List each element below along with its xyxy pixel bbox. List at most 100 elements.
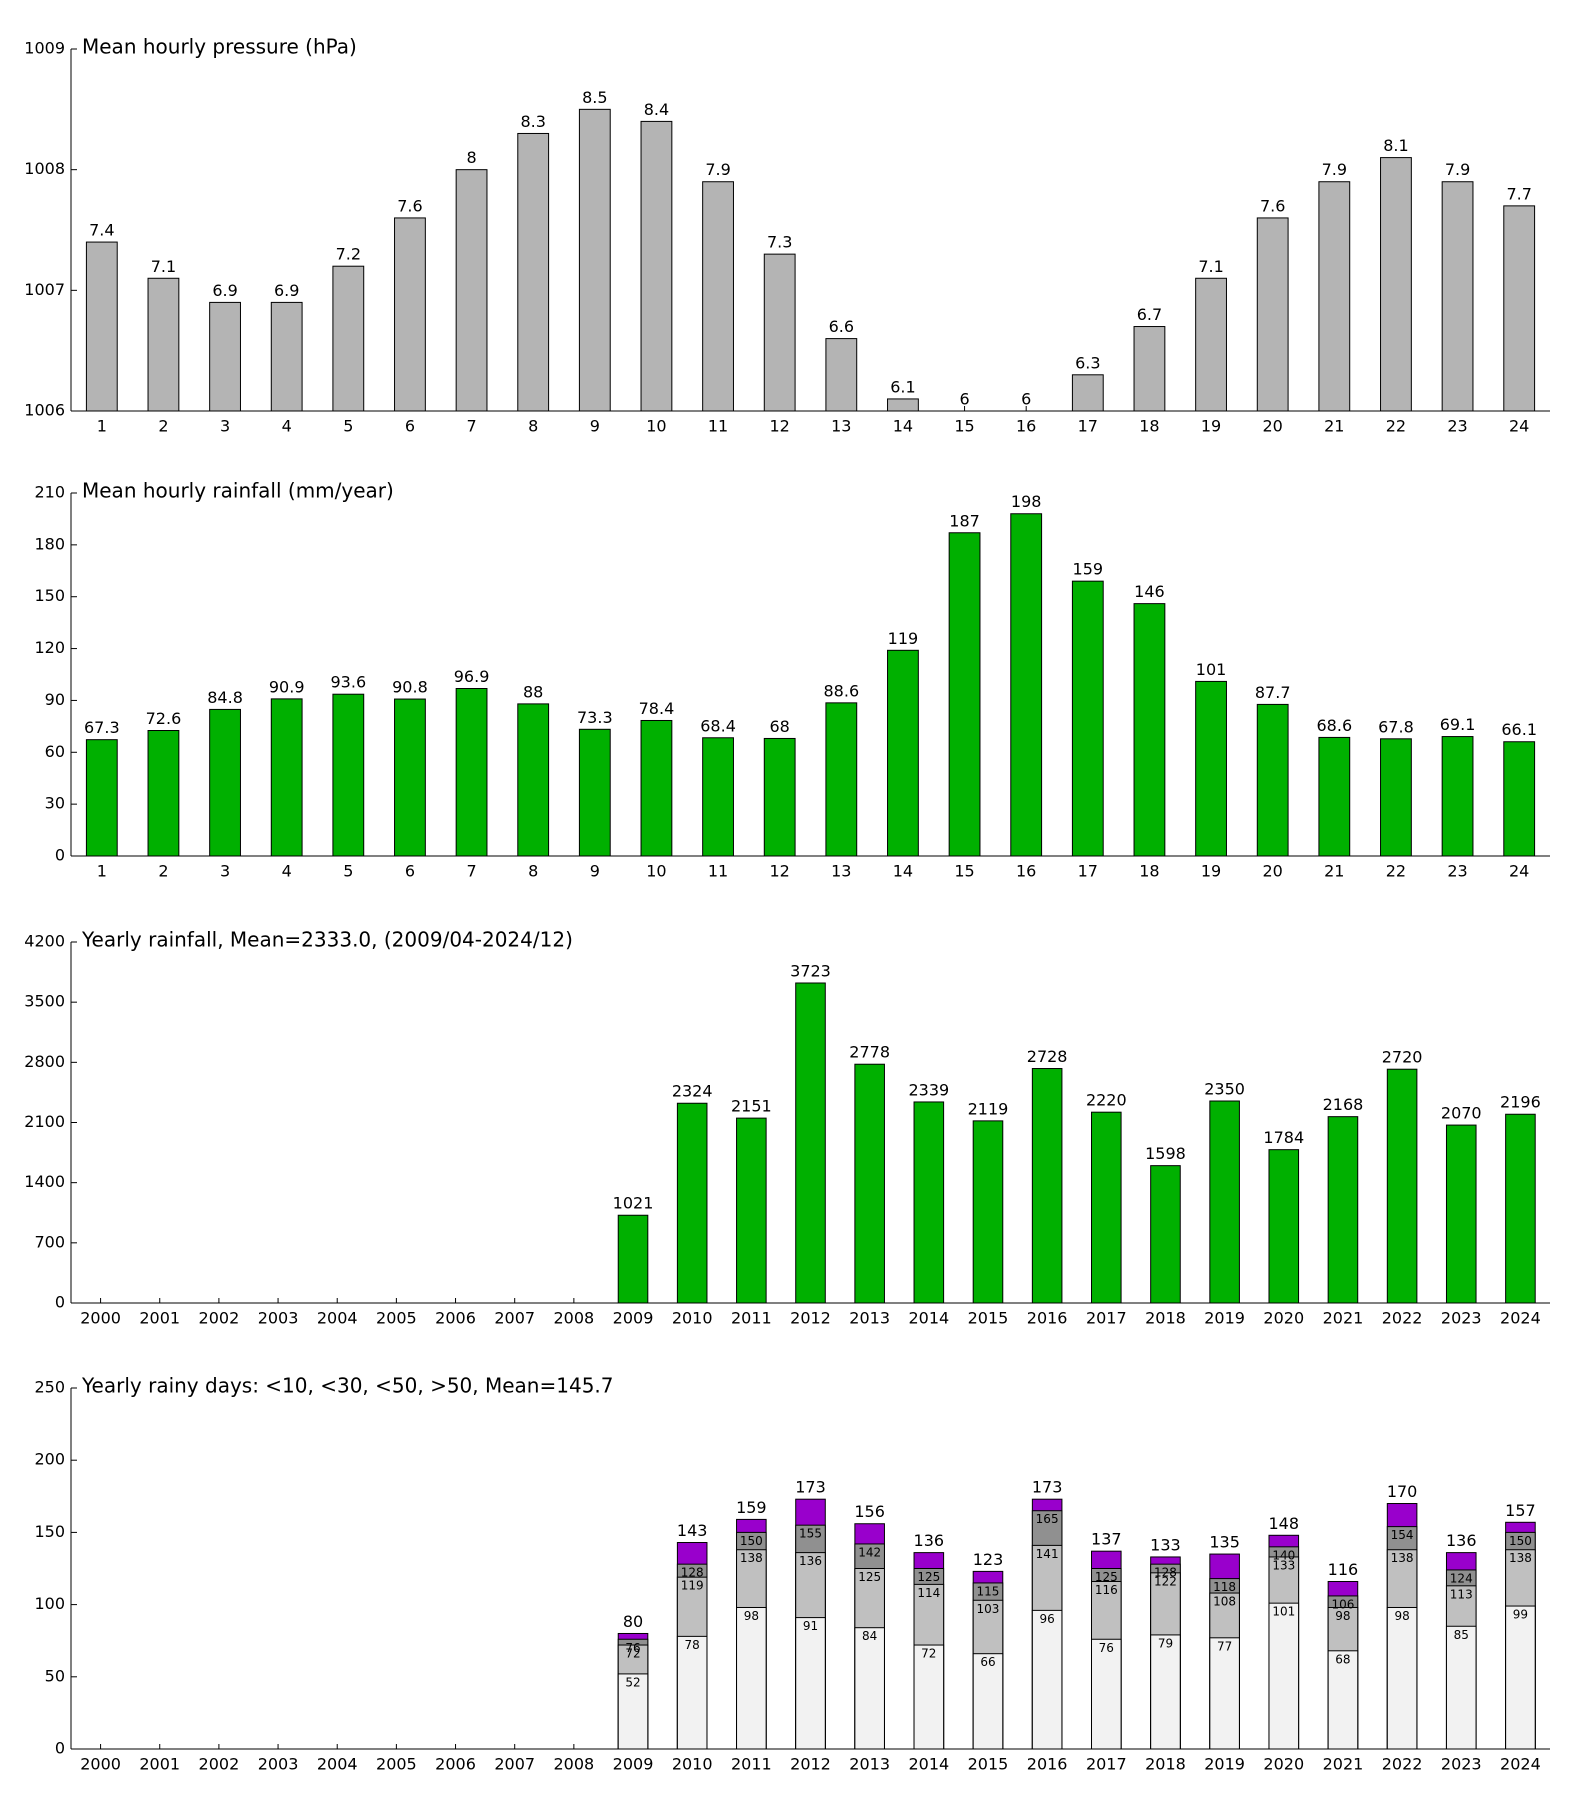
value-label: 7.9 [705,160,730,179]
x-tick-label: 2015 [968,1755,1009,1774]
value-label: 88 [523,682,543,701]
segment-label: 99 [1513,1608,1528,1622]
segment-label: 66 [980,1655,995,1669]
value-label: 72.6 [146,709,182,728]
value-label: 6.9 [212,281,237,300]
bar [1268,1149,1300,1304]
value-label: 2778 [849,1043,890,1062]
x-tick-label: 2011 [731,1309,772,1328]
x-tick-label: 6 [405,862,415,881]
segment-label: 103 [977,1602,1000,1616]
x-tick-label: 2020 [1263,1755,1304,1774]
segment-label: 78 [685,1638,700,1652]
x-tick-label: 2021 [1323,1755,1364,1774]
segment-label: 106 [1331,1597,1354,1611]
value-label: 156 [854,1502,885,1521]
bar-segment [1091,1638,1122,1750]
bar [209,708,241,857]
value-label: 116 [1328,1560,1359,1579]
value-label: 2070 [1441,1104,1482,1123]
bar-segment [1031,1609,1063,1750]
value-label: 7.7 [1506,184,1531,203]
y-tick-label: 150 [34,586,65,605]
x-tick-label: 17 [1078,862,1098,881]
x-tick-label: 2014 [908,1755,949,1774]
segment-label: 118 [1213,1580,1236,1594]
bar [1503,741,1536,857]
x-tick-label: 2018 [1145,1309,1186,1328]
x-tick-label: 18 [1139,417,1159,436]
value-label: 7.3 [767,233,792,252]
bar [270,698,303,857]
value-label: 137 [1091,1530,1122,1549]
bar [1327,1116,1359,1304]
value-label: 2728 [1027,1047,1068,1066]
bar [763,253,796,412]
segment-label: 115 [977,1584,1000,1598]
segment-label: 138 [1391,1551,1414,1565]
x-tick-label: 2016 [1027,1755,1068,1774]
x-tick-label: 2006 [435,1309,476,1328]
x-tick-label: 17 [1078,417,1098,436]
x-tick-label: 2008 [554,1309,595,1328]
value-label: 96.9 [454,667,490,686]
value-label: 80 [623,1612,643,1631]
value-label: 2720 [1382,1048,1423,1067]
value-label: 173 [1032,1478,1063,1497]
x-tick-label: 2 [158,862,168,881]
x-tick-label: 2 [158,417,168,436]
value-label: 69.1 [1440,715,1476,734]
x-tick-label: 4 [282,862,292,881]
x-tick-label: 1 [97,417,107,436]
segment-label: 138 [1509,1551,1532,1565]
bar [702,181,734,412]
value-label: 68.6 [1317,716,1353,735]
value-label: 159 [1073,560,1104,579]
bar [640,719,673,857]
segment-label: 125 [1095,1570,1118,1584]
y-tick-label: 50 [45,1666,65,1685]
segment-label: 98 [1335,1609,1350,1623]
value-label: 2220 [1086,1091,1127,1110]
chart-title: Mean hourly pressure (hPa) [82,35,357,59]
x-tick-label: 2024 [1500,1309,1541,1328]
value-label: 6.1 [890,377,915,396]
x-tick-label: 9 [590,417,600,436]
value-label: 93.6 [331,673,367,692]
segment-label: 125 [858,1570,881,1584]
bar-segment [1209,1637,1240,1750]
segment-label: 155 [799,1527,822,1541]
value-label: 7.9 [1445,160,1470,179]
bar [578,108,611,412]
y-tick-label: 150 [34,1522,65,1541]
bar [640,120,673,412]
x-tick-label: 2019 [1204,1755,1245,1774]
value-label: 2339 [908,1080,949,1099]
segment-label: 141 [1036,1547,1059,1561]
x-tick-label: 2008 [554,1755,595,1774]
x-tick-label: 2005 [376,1755,417,1774]
x-tick-label: 2021 [1323,1309,1364,1328]
chart-title: Yearly rainfall, Mean=2333.0, (2009/04-2… [81,928,573,952]
x-tick-label: 2009 [613,1309,654,1328]
bar [1150,1165,1181,1304]
segment-label: 128 [1154,1566,1177,1580]
bar [1441,736,1474,857]
x-tick-label: 2015 [968,1309,1009,1328]
bar [1195,277,1227,412]
x-tick-label: 4 [282,417,292,436]
x-tick-label: 11 [708,862,728,881]
bar [147,277,180,412]
value-label: 68 [770,717,790,736]
value-label: 7.6 [1260,196,1285,215]
bar [1380,157,1412,412]
bar-segment [617,1673,649,1750]
x-tick-label: 2019 [1204,1309,1245,1328]
bar [676,1102,708,1304]
x-tick-label: 2005 [376,1309,417,1328]
x-tick-label: 2003 [258,1755,299,1774]
bar [1071,580,1104,857]
y-tick-label: 210 [34,483,65,502]
value-label: 198 [1011,492,1042,511]
x-tick-label: 2006 [435,1755,476,1774]
